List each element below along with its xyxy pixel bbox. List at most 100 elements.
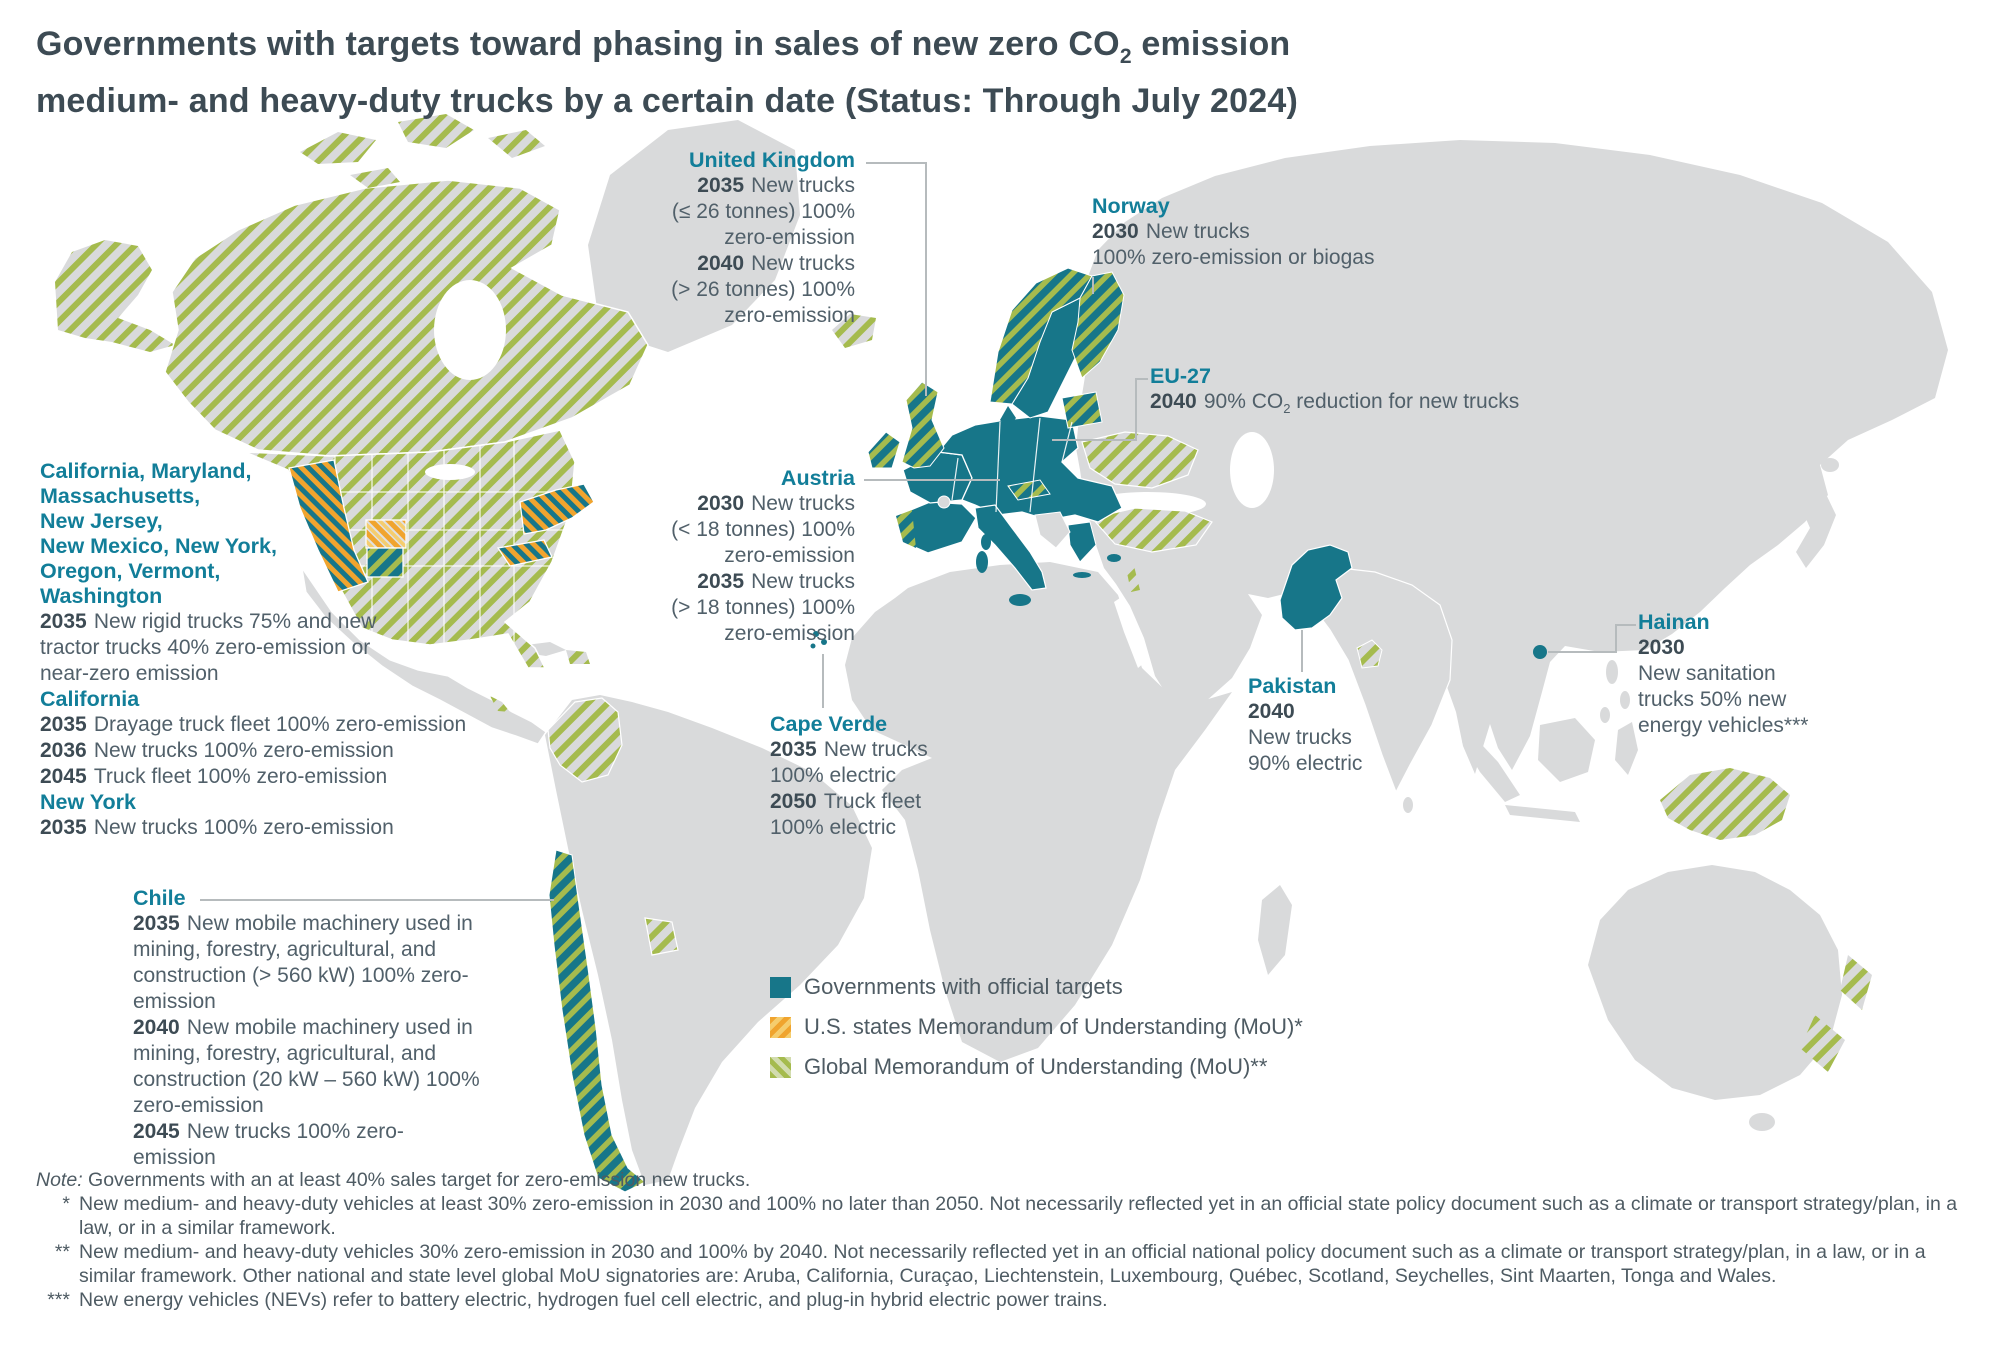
map-region-portugal xyxy=(896,510,916,548)
legend-item-official-targets: Governments with official targets xyxy=(770,974,1303,1000)
map-region-uruguay xyxy=(644,917,679,956)
target-year: 2035 xyxy=(770,738,817,761)
annotation-title: Norway xyxy=(1092,194,1170,218)
target-text: New trucks xyxy=(751,570,855,593)
footnote-row: ** New medium- and heavy-duty vehicles 3… xyxy=(36,1240,1970,1288)
map-region-india-mou-state xyxy=(1356,639,1383,669)
map-region-africa xyxy=(845,562,1232,1062)
map-region-hokkaido xyxy=(1821,458,1839,472)
annotation-title: California xyxy=(40,687,140,711)
map-region-dominican-republic xyxy=(566,650,590,664)
legend: Governments with official targets U.S. s… xyxy=(770,974,1303,1094)
map-region-iceland xyxy=(832,314,876,348)
annotation-title: Chile xyxy=(133,886,186,910)
target-text: reduction for new trucks xyxy=(1290,390,1520,413)
annotation-eu27: EU-27 2040 90% CO2 reduction for new truc… xyxy=(1150,364,1630,422)
target-entry: 2040 New trucks 90% electric xyxy=(1248,699,1383,777)
legend-label: Global Memorandum of Understanding (MoU)… xyxy=(804,1054,1268,1079)
map-region-israel xyxy=(1126,566,1140,592)
target-year: 2030 xyxy=(1638,636,1685,659)
title-line2: medium- and heavy-duty trucks by a certa… xyxy=(36,81,1298,120)
footnotes: Note: Governments with an at least 40% s… xyxy=(36,1168,1970,1312)
annotation-title: EU-27 xyxy=(1150,364,1211,388)
target-entry: 2040 90% CO2 reduction for new trucks xyxy=(1150,389,1630,422)
caspian-sea xyxy=(1230,432,1274,508)
map-region-new-guinea xyxy=(1660,768,1790,840)
target-entry: 2035 New trucks 100% electric xyxy=(770,737,985,789)
target-text: (< 18 tonnes) 100% zero-emission xyxy=(671,518,855,567)
legend-label: U.S. states Memorandum of Understanding … xyxy=(804,1014,1303,1039)
annotation-cape-verde: Cape Verde 2035 New trucks 100% electric … xyxy=(770,712,985,841)
target-text: 100% electric xyxy=(770,816,897,839)
legend-swatch-official-icon xyxy=(770,976,791,998)
target-text: New trucks xyxy=(823,738,928,761)
target-year: 2030 xyxy=(1092,220,1139,243)
legend-item-global-mou: Global Memorandum of Understanding (MoU)… xyxy=(770,1054,1303,1080)
annotation-title: United Kingdom xyxy=(688,148,855,172)
target-text: New trucks xyxy=(751,492,855,515)
note-line: Note: Governments with an at least 40% s… xyxy=(36,1168,1970,1192)
note-label: Note: xyxy=(36,1169,83,1191)
annotation-austria: Austria 2030 New trucks (< 18 tonnes) 100… xyxy=(641,466,855,647)
target-text: New trucks 100% zero-emission xyxy=(93,816,394,839)
target-text: New trucks 90% electric xyxy=(1248,726,1363,775)
map-region-west-balkans xyxy=(1034,511,1071,549)
map-region-philippines-3 xyxy=(1600,707,1610,723)
legend-swatch-us-mou-icon xyxy=(770,1016,791,1038)
map-region-greece xyxy=(1067,521,1097,563)
map-region-great-britain xyxy=(901,381,945,469)
target-text: Truck fleet xyxy=(823,790,922,813)
legend-swatch-global-mou-icon xyxy=(770,1056,791,1078)
annotation-hainan: Hainan 2030 New sanitation trucks 50% ne… xyxy=(1638,610,1828,739)
map-region-central-europe xyxy=(936,415,1123,523)
title-line1b: emission xyxy=(1131,25,1291,63)
map-region-alaska xyxy=(55,240,175,352)
map-region-chile xyxy=(548,849,646,1193)
target-text: (> 26 tonnes) 100% zero-emission xyxy=(671,278,855,327)
title-co2-subscript: 2 xyxy=(1119,44,1132,68)
map-region-sulawesi xyxy=(1615,722,1638,775)
map-region-new-mexico xyxy=(366,547,404,578)
target-year: 2030 xyxy=(697,492,745,515)
target-entry: 2030 New trucks 100% zero-emission or bio… xyxy=(1092,219,1492,271)
map-region-switzerland xyxy=(937,495,951,509)
map-region-ukraine xyxy=(1081,431,1199,489)
target-entry: 2035 New rigid trucks 75% and new tractor… xyxy=(40,609,392,687)
map-region-south-america xyxy=(545,695,872,1185)
map-region-philippines-2 xyxy=(1620,691,1630,709)
target-entry: 2030 New trucks (< 18 tonnes) 100% zero-e… xyxy=(641,491,855,569)
map-region-arctic-island-3 xyxy=(488,130,545,158)
map-region-sumatra xyxy=(1462,730,1520,802)
map-region-us-mid-atlantic xyxy=(496,539,553,567)
annotation-united-kingdom: United Kingdom 2035 New trucks (≤ 26 tonn… xyxy=(640,148,855,329)
target-entry: 2035 New mobile machinery used in mining,… xyxy=(133,911,485,1015)
target-year: 2045 xyxy=(40,765,87,788)
target-text: in mining, forestry, agricultural, and c… xyxy=(133,912,473,1013)
map-region-colorado xyxy=(365,519,407,549)
target-text: New rigid trucks 75% xyxy=(93,610,292,633)
map-region-asia xyxy=(1076,140,1948,774)
target-entry: 2035 Drayage truck fleet 100% zero-emissi… xyxy=(40,712,600,738)
target-text: 100% electric xyxy=(770,764,897,787)
map-region-sardinia xyxy=(976,551,988,573)
map-region-greenland xyxy=(588,120,800,352)
map-region-new-zealand-south xyxy=(1800,1015,1845,1072)
map-region-arctic-island-1 xyxy=(300,132,376,164)
annotation-norway: Norway 2030 New trucks 100% zero-emission… xyxy=(1092,194,1492,271)
map-region-turkey xyxy=(1090,507,1213,553)
target-year: 2036 xyxy=(40,739,87,762)
map-region-denmark xyxy=(1000,406,1016,428)
annotation-title: Austria xyxy=(780,466,855,490)
target-text: Drayage truck fleet 100% zero-emission xyxy=(93,713,467,736)
target-entry: 2045 New trucks 100% zero-emission xyxy=(133,1119,485,1171)
annotation-chile: Chile 2035 New mobile machinery used in m… xyxy=(133,886,485,1171)
map-region-sicily xyxy=(1009,594,1031,606)
annotation-title-line: Washington xyxy=(40,584,163,608)
footnote-marker: ** xyxy=(54,1241,70,1263)
target-entry: 2045 Truck fleet 100% zero-emission xyxy=(40,764,600,790)
map-region-java xyxy=(1505,805,1580,822)
connector-united-kingdom xyxy=(866,162,927,396)
map-region-new-zealand-north xyxy=(1840,955,1872,1010)
map-region-madagascar xyxy=(1258,885,1292,975)
